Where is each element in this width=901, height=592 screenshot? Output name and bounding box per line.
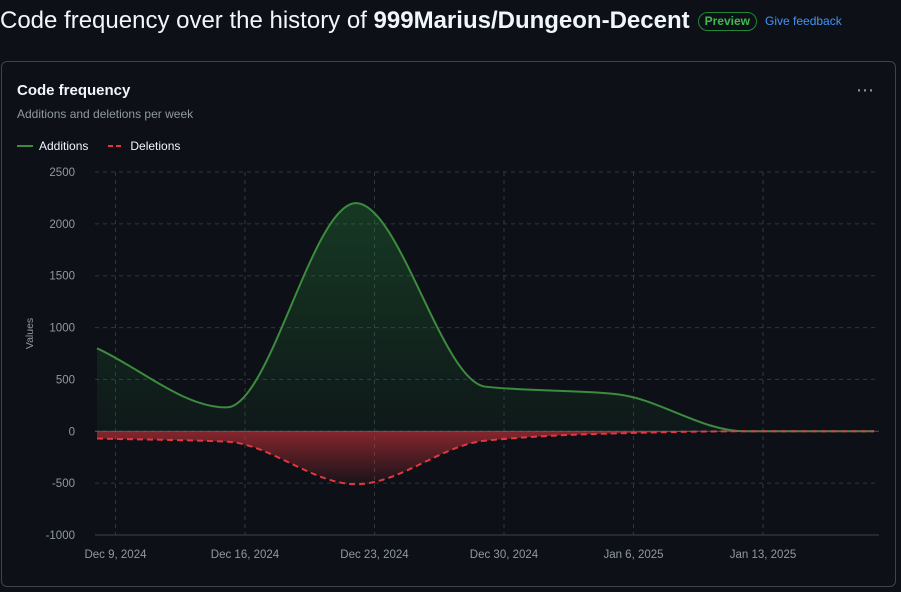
additions-point bbox=[92, 343, 102, 353]
legend-label-deletions: Deletions bbox=[130, 139, 181, 153]
x-tick-label: Dec 23, 2024 bbox=[340, 549, 409, 561]
code-frequency-chart: 2500 2000 1500 1000 500 0 -500 -1000 Dec 9, 2024… bbox=[24, 167, 879, 561]
y-tick-label: 2000 bbox=[49, 219, 75, 231]
legend-label-additions: Additions bbox=[39, 139, 89, 153]
y-tick-label: 2500 bbox=[49, 167, 75, 179]
additions-point bbox=[351, 198, 361, 208]
code-frequency-card: Code frequency Additions and deletions p… bbox=[1, 61, 896, 587]
repo-name: 999Marius/Dungeon-Decent bbox=[373, 7, 690, 34]
chart-legend: Additions Deletions bbox=[17, 139, 180, 153]
additions-point bbox=[222, 402, 232, 412]
legend-swatch-additions bbox=[17, 145, 33, 147]
additions-area bbox=[97, 203, 874, 432]
y-axis-label: Values bbox=[24, 318, 36, 349]
give-feedback-link[interactable]: Give feedback bbox=[765, 14, 842, 28]
y-tick-label: -1000 bbox=[46, 530, 75, 542]
additions-point bbox=[481, 382, 491, 392]
additions-point bbox=[610, 389, 620, 399]
legend-swatch-deletions bbox=[108, 145, 125, 147]
page-header: Code frequency over the history of 999Ma… bbox=[0, 6, 842, 36]
page-title-prefix: Code frequency over the history of bbox=[0, 7, 367, 34]
deletions-point bbox=[92, 434, 102, 444]
x-tick-label: Dec 9, 2024 bbox=[84, 549, 147, 561]
y-tick-label: 1500 bbox=[49, 271, 75, 283]
x-tick-label: Dec 16, 2024 bbox=[211, 549, 280, 561]
kebab-horizontal-icon[interactable]: ⋯ bbox=[856, 80, 875, 100]
deletions-point bbox=[222, 437, 232, 447]
y-tick-label: 0 bbox=[69, 426, 75, 438]
legend-item-deletions[interactable]: Deletions bbox=[108, 139, 180, 153]
card-subtitle: Additions and deletions per week bbox=[17, 107, 194, 121]
x-tick-label: Jan 13, 2025 bbox=[730, 549, 797, 561]
legend-item-additions[interactable]: Additions bbox=[17, 139, 88, 153]
card-title: Code frequency bbox=[17, 82, 131, 99]
y-tick-label: 1000 bbox=[49, 323, 75, 335]
y-tick-label: -500 bbox=[52, 478, 75, 490]
deletions-point bbox=[481, 436, 491, 446]
x-tick-label: Dec 30, 2024 bbox=[470, 549, 539, 561]
deletions-area bbox=[97, 431, 874, 485]
y-tick-label: 500 bbox=[56, 374, 75, 386]
deletions-point bbox=[610, 428, 620, 438]
preview-badge: Preview bbox=[697, 11, 757, 31]
page-title: Code frequency over the history of 999Ma… bbox=[0, 7, 690, 35]
x-tick-label: Jan 6, 2025 bbox=[603, 549, 663, 561]
deletions-point bbox=[351, 479, 361, 489]
